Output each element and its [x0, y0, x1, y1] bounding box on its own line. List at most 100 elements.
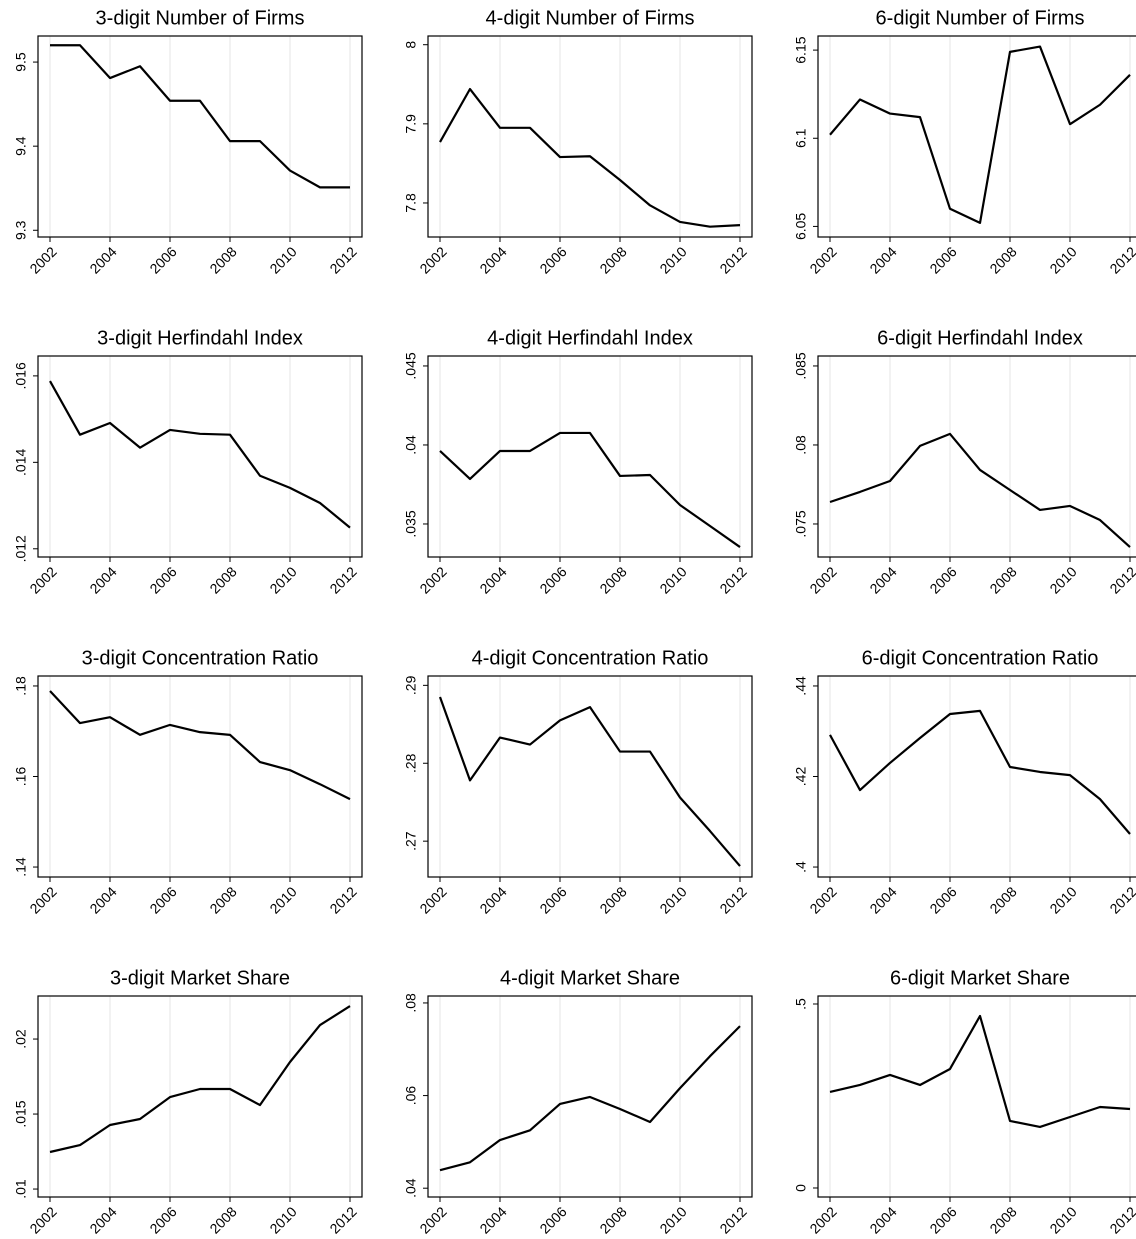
y-tick-label: 6.05 — [793, 213, 809, 240]
y-tick-label: .4 — [793, 861, 809, 873]
x-tick-label: 2012 — [1106, 1203, 1136, 1236]
y-tick-label: 9.5 — [13, 52, 29, 72]
x-tick-label: 2012 — [326, 563, 359, 596]
x-tick-label: 2006 — [926, 243, 959, 276]
x-tick-label: 2004 — [866, 243, 899, 276]
y-tick-label: .27 — [403, 831, 419, 851]
y-tick-label: .04 — [403, 435, 419, 455]
plot-frame — [427, 35, 753, 238]
x-tick-label: 2004 — [86, 883, 119, 916]
y-tick-label: .085 — [793, 352, 809, 379]
x-tick-label: 2008 — [206, 563, 239, 596]
plot-frame — [817, 355, 1136, 558]
panel: 4-digit Concentration Ratio 2002 2004 2006 2… — [403, 647, 753, 917]
x-tick-label: 2004 — [86, 563, 119, 596]
x-tick-label: 2006 — [926, 563, 959, 596]
x-tick-label: 2004 — [476, 563, 509, 596]
x-tick-label: 2004 — [866, 883, 899, 916]
y-tick-label: .44 — [793, 676, 809, 696]
y-tick-label: .016 — [13, 362, 29, 389]
x-tick-label: 2012 — [1106, 243, 1136, 276]
y-tick-label: 7.8 — [403, 193, 419, 213]
data-line — [438, 696, 741, 867]
data-line — [49, 690, 351, 801]
x-tick-label: 2002 — [416, 563, 449, 596]
y-tick-label: .42 — [793, 767, 809, 787]
y-tick-label: 7.9 — [403, 114, 419, 134]
x-tick-label: 2012 — [1106, 883, 1136, 916]
x-tick-label: 2004 — [866, 563, 899, 596]
y-tick-label: .01 — [13, 1179, 29, 1199]
plot-frame — [37, 355, 363, 558]
x-tick-label: 2002 — [26, 243, 59, 276]
y-tick-label: .28 — [403, 753, 419, 773]
y-tick-label: .014 — [13, 448, 29, 475]
y-tick-label: .04 — [403, 1178, 419, 1198]
panel-title: 4-digit Herfindahl Index — [487, 327, 693, 349]
x-tick-label: 2012 — [326, 1203, 359, 1236]
y-tick-label: 9.4 — [13, 136, 29, 156]
y-tick-label: .18 — [13, 676, 29, 696]
panel: 4-digit Herfindahl Index 2002 2004 2006 2008… — [403, 327, 753, 597]
x-tick-label: 2010 — [266, 563, 299, 596]
panel: 3-digit Concentration Ratio 2002 2004 2006 2… — [13, 647, 363, 917]
x-tick-label: 2012 — [716, 243, 749, 276]
x-tick-label: 2008 — [986, 243, 1019, 276]
x-tick-label: 2002 — [26, 883, 59, 916]
x-tick-label: 2008 — [206, 243, 239, 276]
data-line — [829, 432, 1131, 548]
x-tick-label: 2002 — [806, 883, 839, 916]
y-tick-label: 0 — [793, 1184, 809, 1192]
x-tick-label: 2002 — [416, 1203, 449, 1236]
x-tick-label: 2002 — [26, 1203, 59, 1236]
x-tick-label: 2012 — [716, 563, 749, 596]
x-tick-label: 2012 — [716, 1203, 749, 1236]
y-tick-label: .035 — [403, 510, 419, 537]
y-tick-label: 6.1 — [793, 128, 809, 148]
x-tick-label: 2008 — [596, 883, 629, 916]
x-tick-label: 2010 — [656, 563, 689, 596]
panel-title: 3-digit Herfindahl Index — [97, 327, 303, 349]
y-tick-label: .015 — [13, 1100, 29, 1127]
x-tick-label: 2006 — [146, 1203, 179, 1236]
x-tick-label: 2002 — [26, 563, 59, 596]
y-tick-label: .29 — [403, 675, 419, 695]
y-tick-label: 9.3 — [13, 220, 29, 240]
plot-frame — [427, 995, 753, 1198]
panel-title: 3-digit Market Share — [110, 967, 290, 989]
data-line — [829, 45, 1131, 224]
panel: 3-digit Market Share 2002 2004 2006 2008 2010… — [13, 967, 363, 1237]
x-tick-label: 2008 — [986, 1203, 1019, 1236]
x-tick-label: 2002 — [806, 563, 839, 596]
panel-title: 6-digit Herfindahl Index — [877, 327, 1083, 349]
x-tick-label: 2004 — [476, 1203, 509, 1236]
plot-frame — [37, 675, 363, 878]
x-tick-label: 2006 — [146, 883, 179, 916]
x-tick-label: 2006 — [146, 243, 179, 276]
y-tick-label: .14 — [13, 857, 29, 877]
x-tick-label: 2010 — [1046, 1203, 1079, 1236]
y-tick-label: .16 — [13, 767, 29, 787]
x-tick-label: 2004 — [86, 1203, 119, 1236]
plot-frame — [427, 355, 753, 558]
panel: 4-digit Market Share 2002 2004 2006 2008 2010… — [403, 967, 753, 1237]
y-tick-label: .02 — [13, 1029, 29, 1049]
x-tick-label: 2002 — [416, 243, 449, 276]
x-tick-label: 2008 — [596, 243, 629, 276]
x-tick-label: 2010 — [266, 1203, 299, 1236]
data-line — [50, 44, 350, 189]
x-tick-label: 2002 — [806, 243, 839, 276]
x-tick-label: 2012 — [716, 883, 749, 916]
y-tick-label: .045 — [403, 352, 419, 379]
x-tick-label: 2010 — [266, 883, 299, 916]
x-tick-label: 2004 — [476, 243, 509, 276]
data-line — [439, 87, 741, 228]
plot-frame — [817, 995, 1136, 1198]
panel: 3-digit Herfindahl Index 2002 2004 2006 2008… — [13, 327, 363, 597]
x-tick-label: 2010 — [656, 243, 689, 276]
x-tick-label: 2012 — [1106, 563, 1136, 596]
data-line — [439, 431, 741, 548]
y-tick-label: .08 — [403, 993, 419, 1013]
